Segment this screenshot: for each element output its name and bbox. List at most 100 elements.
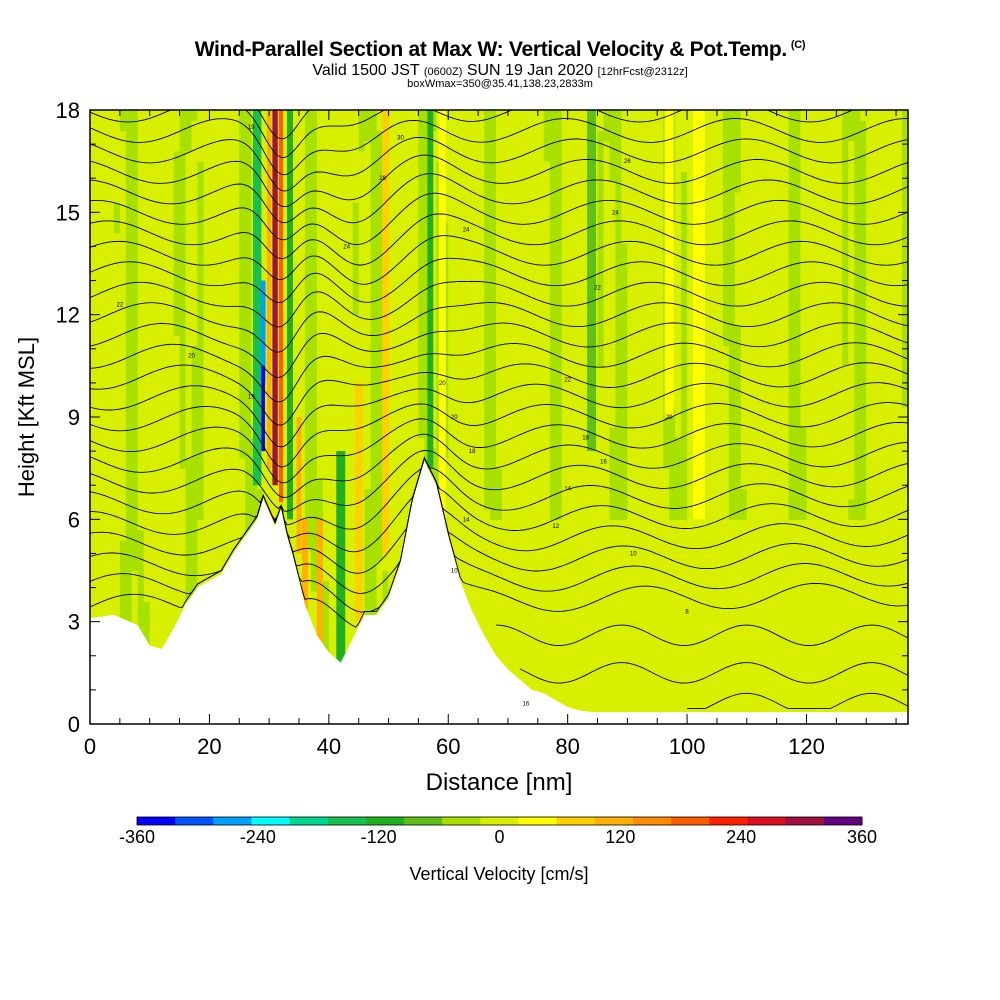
velocity-cell: [101, 335, 109, 346]
velocity-cell: [573, 110, 581, 121]
velocity-cell: [519, 396, 527, 408]
velocity-cell: [507, 652, 515, 664]
velocity-cell: [388, 120, 396, 132]
velocity-cell: [113, 120, 121, 132]
velocity-cell: [233, 161, 240, 172]
velocity-cell: [316, 150, 324, 162]
velocity-cell: [143, 232, 151, 244]
velocity-cell: [579, 140, 587, 152]
velocity-cell: [454, 120, 461, 132]
velocity-cell: [310, 519, 318, 531]
velocity-cell: [161, 365, 169, 377]
velocity-cell: [561, 161, 569, 172]
velocity-cell: [197, 427, 205, 439]
velocity-cell: [460, 509, 467, 520]
velocity-cell: [239, 304, 246, 316]
velocity-cell: [322, 376, 330, 387]
velocity-cell: [298, 161, 306, 172]
velocity-cell: [101, 580, 109, 592]
velocity-cell: [567, 417, 575, 428]
velocity-cell: [298, 417, 306, 428]
velocity-cell: [131, 376, 139, 387]
velocity-cell: [155, 253, 163, 265]
velocity-cell: [322, 478, 330, 490]
velocity-cell: [179, 171, 187, 183]
velocity-cell: [543, 273, 551, 285]
velocity-cell: [567, 335, 575, 346]
velocity-cell: [573, 191, 581, 203]
velocity-cell: [388, 529, 396, 541]
velocity-cell: [466, 110, 473, 121]
velocity-cell: [275, 437, 282, 449]
velocity-cell: [215, 140, 222, 152]
velocity-cell: [412, 222, 419, 234]
velocity-cell: [484, 263, 491, 275]
velocity-cell: [227, 171, 234, 183]
velocity-cell: [430, 386, 437, 398]
velocity-cell: [478, 140, 485, 152]
velocity-cell: [466, 150, 473, 162]
velocity-cell: [501, 181, 509, 193]
velocity-cell: [513, 631, 521, 643]
velocity-cell: [519, 631, 527, 643]
velocity-cell: [304, 396, 312, 408]
velocity-cell: [490, 539, 497, 551]
velocity-cell: [90, 314, 97, 326]
velocity-cell: [501, 294, 509, 306]
velocity-cell: [531, 243, 539, 254]
velocity-cell: [555, 376, 563, 387]
velocity-cell: [472, 110, 479, 121]
velocity-cell: [316, 488, 324, 500]
velocity-cell: [561, 355, 569, 367]
velocity-cell: [358, 294, 366, 306]
velocity-cell: [549, 243, 557, 254]
velocity-cell: [543, 631, 551, 643]
velocity-cell: [131, 181, 139, 193]
velocity-cell: [215, 478, 222, 490]
velocity-cell: [310, 222, 318, 234]
velocity-cell: [209, 386, 216, 398]
velocity-cell: [340, 181, 348, 193]
velocity-cell: [298, 191, 306, 203]
velocity-cell: [346, 478, 354, 490]
velocity-cell: [406, 437, 414, 449]
velocity-cell: [549, 171, 557, 183]
velocity-cell: [161, 478, 169, 490]
velocity-cell: [149, 304, 157, 316]
velocity-cell: [149, 355, 157, 367]
velocity-cell: [316, 396, 324, 408]
velocity-cell: [561, 580, 569, 592]
velocity-cell: [173, 396, 181, 408]
velocity-cell: [501, 611, 509, 623]
velocity-cell: [567, 427, 575, 439]
velocity-cell: [466, 283, 473, 295]
velocity-cell: [167, 457, 175, 469]
velocity-cell: [549, 345, 557, 357]
velocity-cell: [501, 314, 509, 326]
velocity-cell: [579, 437, 587, 449]
velocity-cell: [406, 314, 414, 326]
velocity-cell: [215, 232, 222, 244]
velocity-cell: [322, 539, 330, 551]
velocity-cell: [388, 212, 396, 224]
velocity-cell: [525, 642, 533, 653]
velocity-cell: [316, 386, 324, 398]
velocity-cell: [197, 171, 205, 183]
velocity-cell: [376, 498, 384, 510]
velocity-cell: [454, 539, 461, 551]
velocity-cell: [400, 273, 408, 285]
velocity-cell: [251, 509, 258, 520]
velocity-cell: [263, 447, 270, 459]
velocity-cell: [537, 120, 545, 132]
velocity-cell: [388, 560, 396, 572]
velocity-cell: [203, 191, 211, 203]
velocity-cell: [454, 243, 461, 254]
velocity-cell: [275, 478, 282, 490]
velocity-cell: [382, 580, 390, 592]
velocity-cell: [513, 519, 521, 531]
velocity-cell: [90, 120, 97, 132]
velocity-cell: [149, 427, 157, 439]
velocity-cell: [364, 294, 372, 306]
velocity-cell: [125, 386, 133, 398]
velocity-cell: [328, 590, 336, 602]
